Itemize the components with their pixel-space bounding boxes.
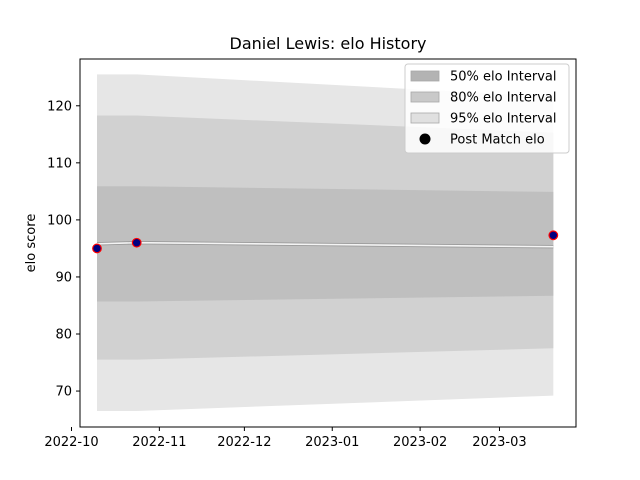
legend-marker <box>419 133 431 145</box>
y-axis-title: elo score <box>24 214 39 273</box>
legend-label: 95% elo Interval <box>450 112 557 127</box>
legend-label: 50% elo Interval <box>450 70 557 85</box>
x-tick-label: 2023-03 <box>472 435 526 450</box>
x-tick-label: 2023-02 <box>393 435 447 450</box>
legend-box <box>404 63 570 154</box>
legend: 50% elo Interval 80% elo Interval 95% elo … <box>404 63 570 154</box>
legend-swatch <box>410 112 440 124</box>
x-tick-label: 2022-12 <box>217 435 271 450</box>
y-tick-label: 80 <box>55 328 72 343</box>
post-match-point <box>548 230 559 241</box>
legend-swatch <box>410 70 440 82</box>
post-match-point <box>92 243 102 254</box>
y-tick-label: 100 <box>47 213 72 228</box>
x-tick-label: 2022-11 <box>132 435 186 450</box>
legend-label: Post Match elo <box>450 133 545 148</box>
legend-label: 80% elo Interval <box>450 91 557 106</box>
axes-frame <box>79 58 577 428</box>
x-tick-label: 2023-01 <box>305 435 359 450</box>
x-tick-label: 2022-10 <box>44 435 98 450</box>
legend-swatch <box>410 91 440 103</box>
y-tick-label: 110 <box>47 156 72 171</box>
chart-title: Daniel Lewis: elo History <box>230 34 427 53</box>
plot-area: 70 80 90 100 110 120 2022-10 2022-11 2022-12 2023… <box>44 58 577 450</box>
y-tick-label: 70 <box>55 385 72 400</box>
y-tick-label: 90 <box>55 270 72 285</box>
post-match-point <box>131 237 142 248</box>
y-tick-label: 120 <box>47 99 72 114</box>
